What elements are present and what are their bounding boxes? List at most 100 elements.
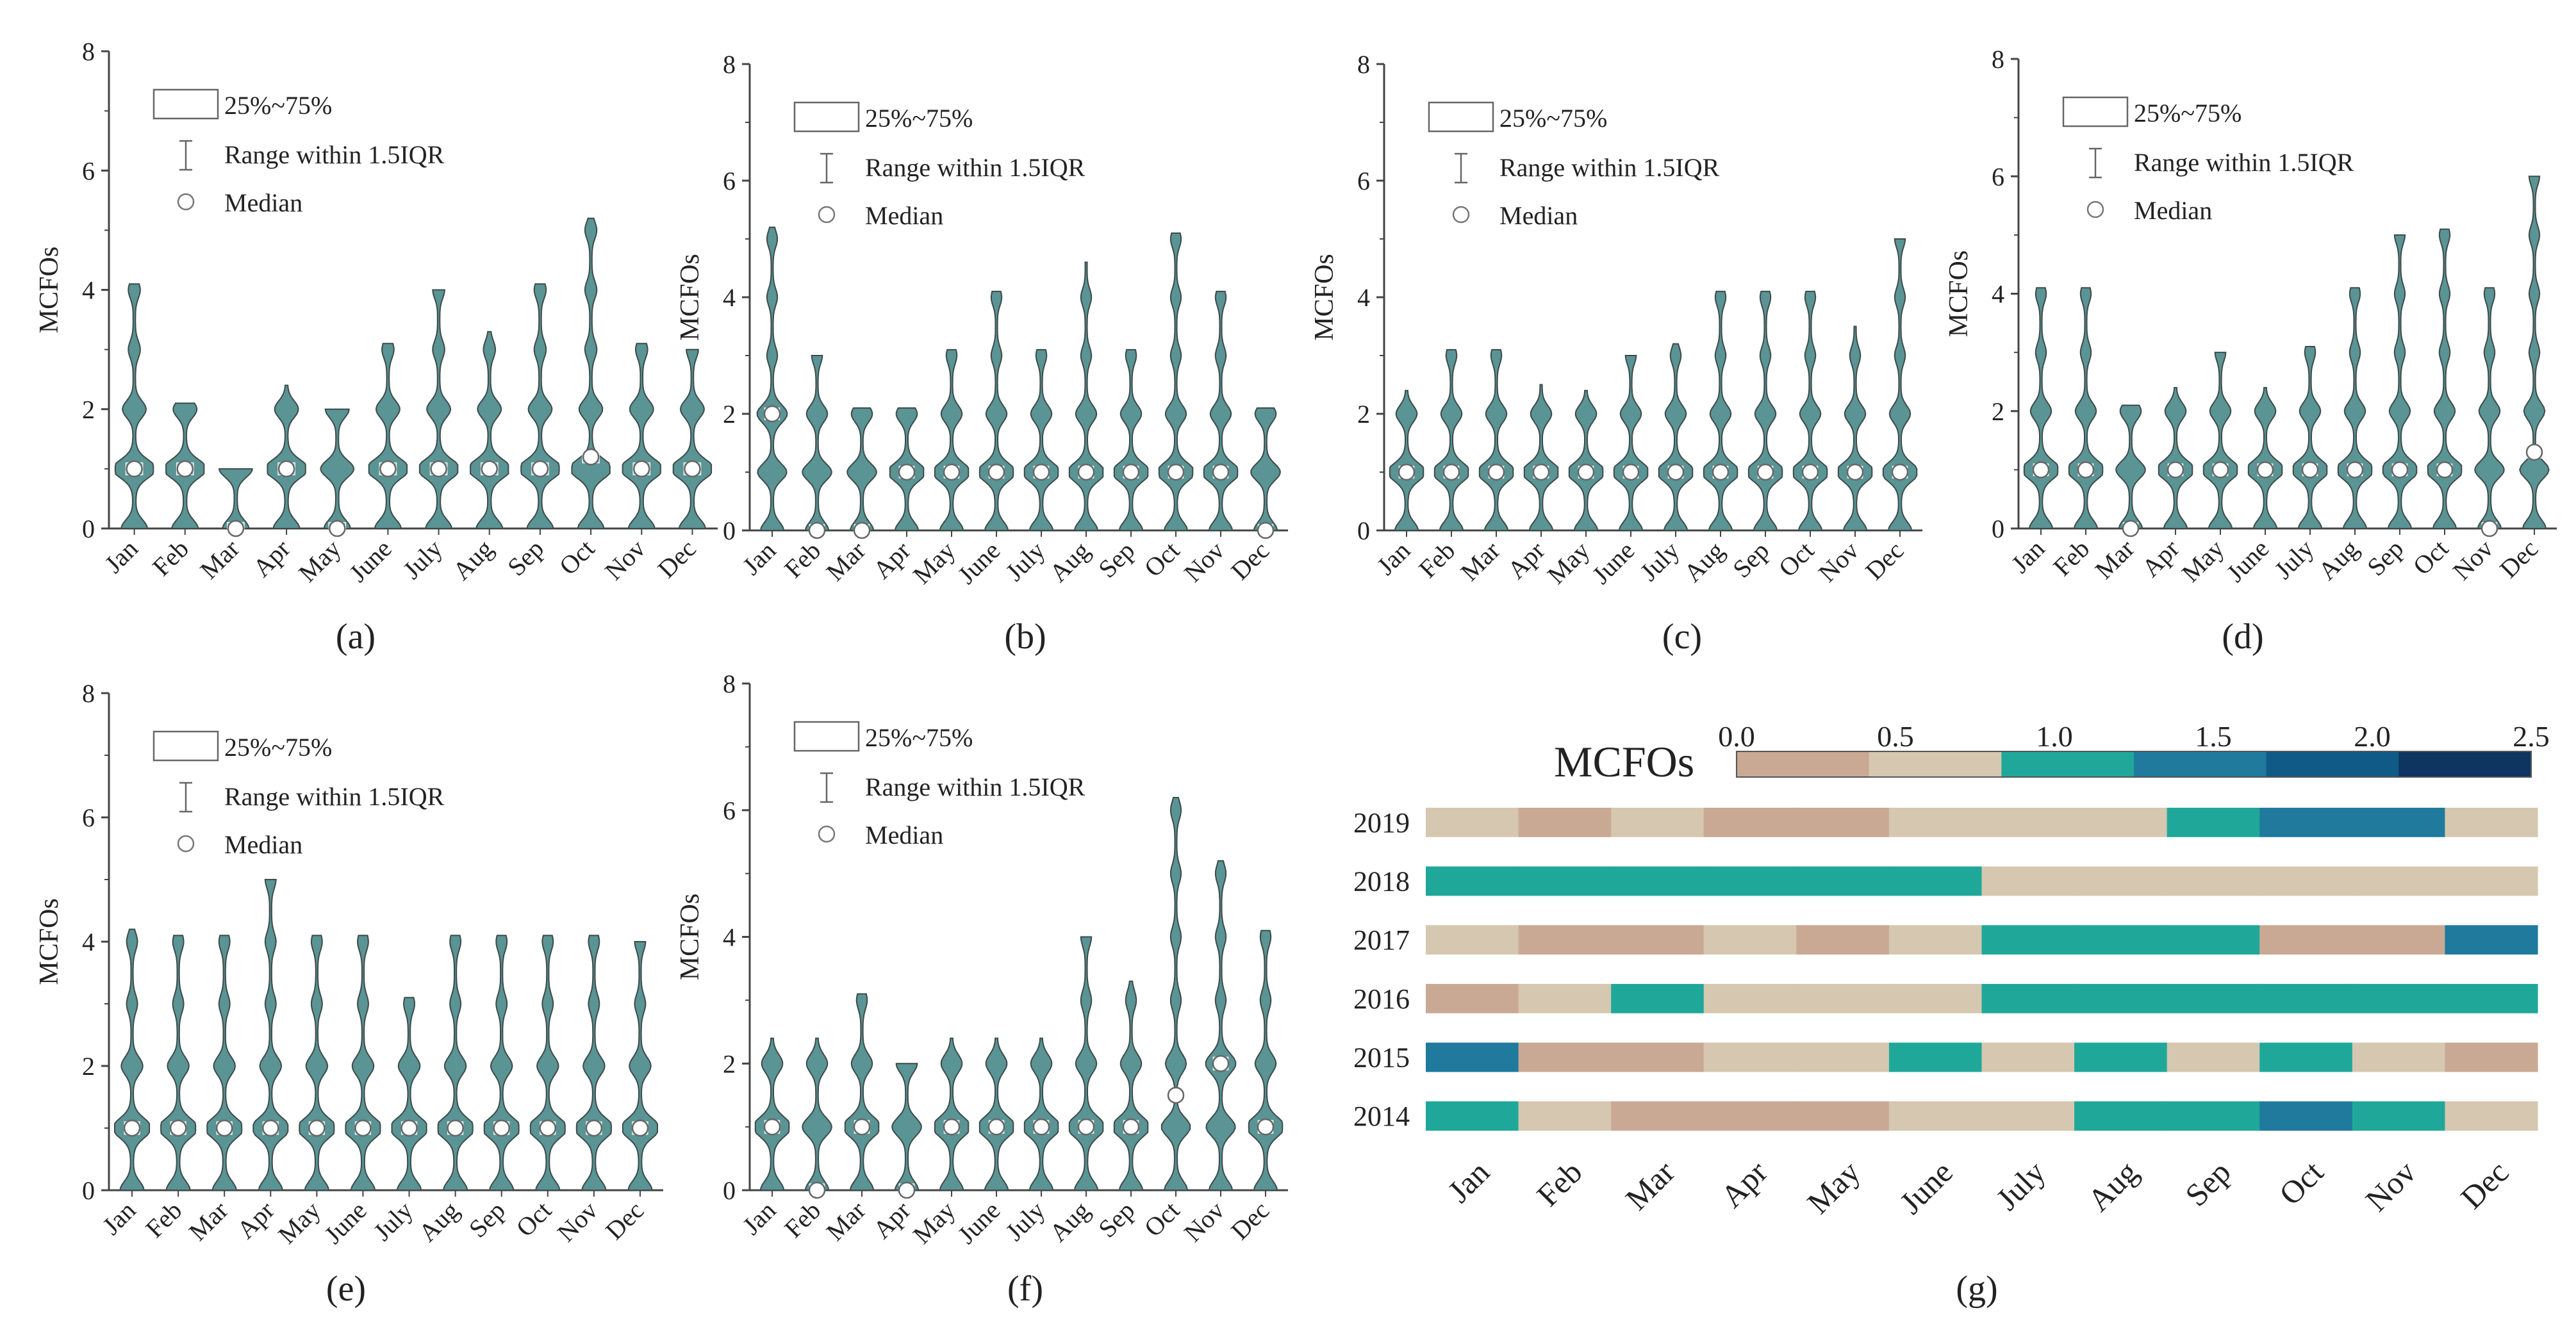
x-tick-label: Sep <box>2361 534 2409 582</box>
heatmap-cell-2019-nov <box>2352 807 2446 837</box>
heatmap-cell-2014-mar <box>1611 1101 1705 1131</box>
heatmap-cell-2017-apr <box>1703 925 1797 955</box>
violin-june <box>978 1037 1014 1191</box>
violin-mar <box>218 468 253 529</box>
median-marker <box>329 520 346 537</box>
heatmap-cell-2018-jan <box>1426 866 1519 896</box>
median-marker <box>493 1119 510 1137</box>
median-marker <box>1167 1086 1185 1104</box>
violin-july <box>418 289 459 529</box>
heatmap-month-label: Apr <box>1713 1154 1774 1215</box>
x-tick-label: Mar <box>183 1196 234 1247</box>
median-marker <box>1712 463 1730 481</box>
legend-box-swatch <box>1428 101 1494 133</box>
median-marker <box>898 1181 916 1199</box>
violin-apr <box>1523 384 1559 531</box>
heatmap-cell-2015-mar <box>1611 1042 1705 1072</box>
x-tick-label: July <box>1000 1196 1050 1247</box>
heatmap-cell-2016-oct <box>2259 983 2353 1013</box>
violin-sep <box>1113 348 1149 531</box>
y-tick-label: 8 <box>1357 50 1370 79</box>
violin-may <box>299 935 335 1191</box>
y-tick-label: 4 <box>723 923 736 952</box>
heatmap-month-label: May <box>1800 1154 1867 1220</box>
heatmap-cell-2019-july <box>1981 807 2075 837</box>
x-tick-label: Nov <box>1178 536 1230 588</box>
panel-label: (f) <box>1007 1269 1043 1309</box>
x-tick-label: Nov <box>599 534 651 586</box>
x-tick-label: Dec <box>1225 1196 1275 1245</box>
panel-label: (c) <box>1662 617 1702 657</box>
heatmap-cell-2014-may <box>1796 1101 1890 1131</box>
x-tick-label: Sep <box>1093 1196 1140 1243</box>
median-marker <box>1257 521 1275 539</box>
y-tick-label: 2 <box>1992 397 2004 426</box>
median-marker <box>1077 1118 1095 1136</box>
x-tick-label: May <box>907 1196 961 1250</box>
x-tick-label: Oct <box>1139 536 1185 583</box>
violin-dec <box>622 941 658 1191</box>
median-marker <box>1122 463 1140 481</box>
legend-box-swatch <box>793 101 860 133</box>
colorbar-swatch <box>1737 751 1870 777</box>
median-marker <box>2391 461 2409 479</box>
heatmap-cell-2017-july <box>1981 925 2075 955</box>
heatmap-month-label: Sep <box>2178 1154 2238 1213</box>
y-tick-label: 0 <box>1357 516 1370 545</box>
panel-label: (a) <box>336 617 376 657</box>
colorbar-tick-label: 1.0 <box>2036 720 2073 753</box>
x-tick-label: Jan <box>2006 534 2051 579</box>
x-tick-label: May <box>293 534 347 588</box>
heatmap-cell-2014-feb <box>1518 1101 1612 1131</box>
median-marker <box>1212 463 1230 481</box>
median-marker <box>943 463 961 481</box>
violin-june <box>1613 355 1649 531</box>
median-marker <box>262 1119 279 1137</box>
heatmap-cell-2019-june <box>1888 807 1983 837</box>
heatmap-cell-2018-dec <box>2445 866 2538 896</box>
median-marker <box>1398 463 1416 481</box>
colorbar-tick-label: 0.0 <box>1718 720 1755 753</box>
heatmap-cell-2018-june <box>1888 866 1983 896</box>
colorbar-swatch <box>2266 751 2399 777</box>
heatmap-month-label: July <box>1989 1154 2052 1217</box>
heatmap-cell-2017-sep <box>2167 925 2260 955</box>
x-tick-label: Sep <box>1727 536 1774 584</box>
heatmap-year-label: 2017 <box>1353 924 1410 956</box>
violin-apr <box>2158 387 2193 529</box>
median-marker <box>2032 461 2050 479</box>
median-marker <box>1257 1118 1275 1136</box>
x-tick-label: Sep <box>1093 536 1140 584</box>
x-tick-label: Mar <box>2089 534 2140 585</box>
y-axis-label: MCFOs <box>35 898 64 985</box>
violin-nov <box>2474 287 2505 529</box>
y-tick-label: 8 <box>82 679 95 708</box>
median-marker <box>1032 463 1050 481</box>
x-tick-label: Feb <box>2047 534 2095 582</box>
heatmap-cell-2017-dec <box>2445 925 2538 955</box>
legend-range-label: Range within 1.5IQR <box>1499 153 1720 182</box>
violin-may <box>320 408 355 529</box>
median-marker <box>481 460 498 478</box>
heatmap-cell-2015-dec <box>2445 1042 2538 1072</box>
y-tick-label: 6 <box>1357 167 1370 195</box>
median-marker <box>539 1119 557 1137</box>
legend-range-label: Range within 1.5IQR <box>865 773 1086 801</box>
violin-feb <box>802 1037 832 1191</box>
violin-aug <box>1068 936 1104 1191</box>
median-marker <box>853 521 871 539</box>
y-axis-label: MCFOs <box>35 247 64 333</box>
legend-median-label: Median <box>865 201 943 230</box>
x-tick-label: Nov <box>1178 1196 1230 1248</box>
violin-june <box>345 935 381 1191</box>
violin-july <box>1023 348 1059 531</box>
heatmap-cell-2019-may <box>1796 807 1890 837</box>
violin-jan <box>114 283 154 529</box>
violin-jan <box>756 226 788 531</box>
violin-panel-3: 0 2 4 6 8 MCFOs JanFebMarAprMayJuneJulyAugSepO… <box>1310 50 1922 657</box>
violin-dec <box>1882 238 1918 531</box>
y-tick-label: 8 <box>723 669 736 698</box>
legend-median-label: Median <box>2134 196 2212 225</box>
median-marker <box>1577 463 1595 481</box>
heatmap-year-label: 2015 <box>1353 1042 1410 1074</box>
